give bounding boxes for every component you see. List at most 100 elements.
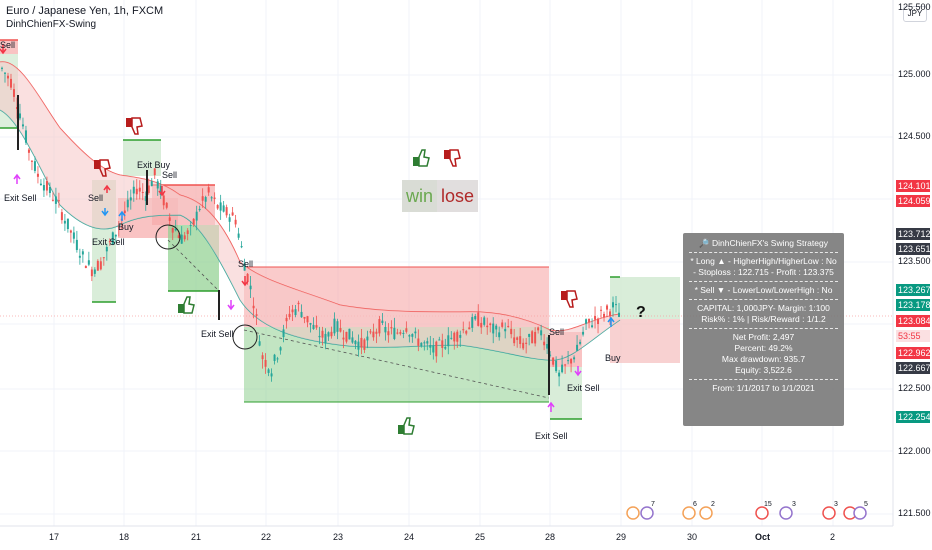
win-label: win (402, 180, 438, 212)
trade-label: Buy (118, 222, 134, 232)
candle-body (597, 318, 600, 325)
event-count: 7 (651, 501, 655, 508)
candle-body (168, 217, 171, 221)
candle-body (348, 328, 351, 340)
candle-body (606, 305, 609, 310)
candle-body (93, 269, 96, 274)
indicator-name[interactable]: DinhChienFX-Swing (6, 19, 97, 30)
candle-body (42, 185, 45, 191)
price-tick: 125.000 (898, 69, 931, 79)
candle-body (303, 316, 306, 319)
event-count: 6 (693, 501, 697, 508)
candle-body (3, 72, 6, 74)
candle-body (354, 340, 357, 345)
candle-body (45, 181, 48, 191)
candle-body (198, 208, 201, 211)
currency-button[interactable]: JPY (903, 6, 927, 22)
candle-body (129, 197, 132, 201)
candle-body (360, 337, 363, 348)
candle-body (546, 344, 549, 349)
candle-body (87, 260, 90, 265)
candle-body (138, 187, 141, 192)
thumbs-up-icon (413, 149, 430, 167)
candle-body (18, 113, 21, 119)
candle-body (153, 168, 156, 176)
candle-body (516, 337, 519, 340)
candle-body (240, 246, 243, 248)
candle-body (324, 333, 327, 344)
candle-body (306, 316, 309, 323)
price-badge: 123.712 (896, 228, 931, 240)
candle-body (114, 234, 117, 237)
candle-body (378, 319, 381, 334)
candle-body (237, 233, 240, 238)
candle-body (579, 341, 582, 344)
candle-body (414, 331, 417, 334)
candle-body (123, 210, 126, 213)
candle-body (552, 357, 555, 365)
event-count: 3 (834, 501, 838, 508)
candle-body (585, 319, 588, 324)
trade-label: Buy (605, 353, 621, 363)
candle-body (195, 211, 198, 221)
magnifier-icon: 🔎 (699, 238, 710, 248)
thumbs-up-icon (178, 296, 195, 314)
price-badge: 122.962 (896, 347, 931, 359)
candle-body (534, 331, 537, 344)
trade-zone-green (610, 277, 680, 319)
candle-body (456, 331, 459, 342)
time-tick: 23 (333, 532, 344, 542)
trade-label: Exit Sell (4, 193, 37, 203)
candle-body (174, 228, 177, 231)
candle-body (519, 336, 522, 345)
candles (1, 66, 621, 387)
candle-body (465, 331, 468, 334)
thumbs-down-icon (561, 290, 578, 308)
candle-body (387, 331, 390, 336)
candle-body (420, 342, 423, 347)
price-tick: 122.000 (898, 446, 931, 456)
candle-body (6, 75, 9, 79)
candle-body (60, 212, 63, 221)
candle-body (609, 311, 612, 317)
candle-body (402, 332, 405, 334)
percent: Percent: 49.2% (734, 343, 793, 353)
candle-body (291, 309, 294, 313)
candle-body (381, 320, 384, 324)
question-mark: ? (636, 304, 646, 321)
candle-body (504, 328, 507, 332)
candle-body (555, 360, 558, 372)
candle-body (165, 202, 168, 208)
price-badge: 123.178 (896, 299, 931, 311)
event-count: 2 (711, 501, 715, 508)
candle-body (180, 234, 183, 244)
trade-zone-red (610, 319, 680, 363)
pattern-circle (232, 324, 258, 350)
candle-body (219, 202, 222, 211)
candle-body (192, 218, 195, 225)
candle-body (147, 185, 150, 194)
time-tick: 24 (404, 532, 415, 542)
time-tick: 30 (687, 532, 698, 542)
candle-body (273, 354, 276, 361)
candle-body (78, 255, 81, 258)
candle-body (366, 336, 369, 341)
candle-body (48, 186, 51, 193)
candle-body (531, 331, 534, 344)
candle-body (444, 346, 447, 349)
candle-body (141, 192, 144, 194)
candle-body (300, 311, 303, 318)
candle-body (255, 314, 258, 316)
candle-body (576, 344, 579, 351)
candle-body (483, 317, 486, 325)
candle-body (594, 316, 597, 320)
max-drawdown: Max drawdown: 935.7 (721, 354, 806, 364)
candle-body (330, 331, 333, 337)
candle-body (267, 369, 270, 373)
candle-body (231, 212, 234, 216)
candle-body (297, 302, 300, 305)
candle-body (480, 322, 483, 328)
symbol-title[interactable]: Euro / Japanese Yen, 1h, FXCM (6, 5, 164, 17)
candle-body (528, 333, 531, 337)
